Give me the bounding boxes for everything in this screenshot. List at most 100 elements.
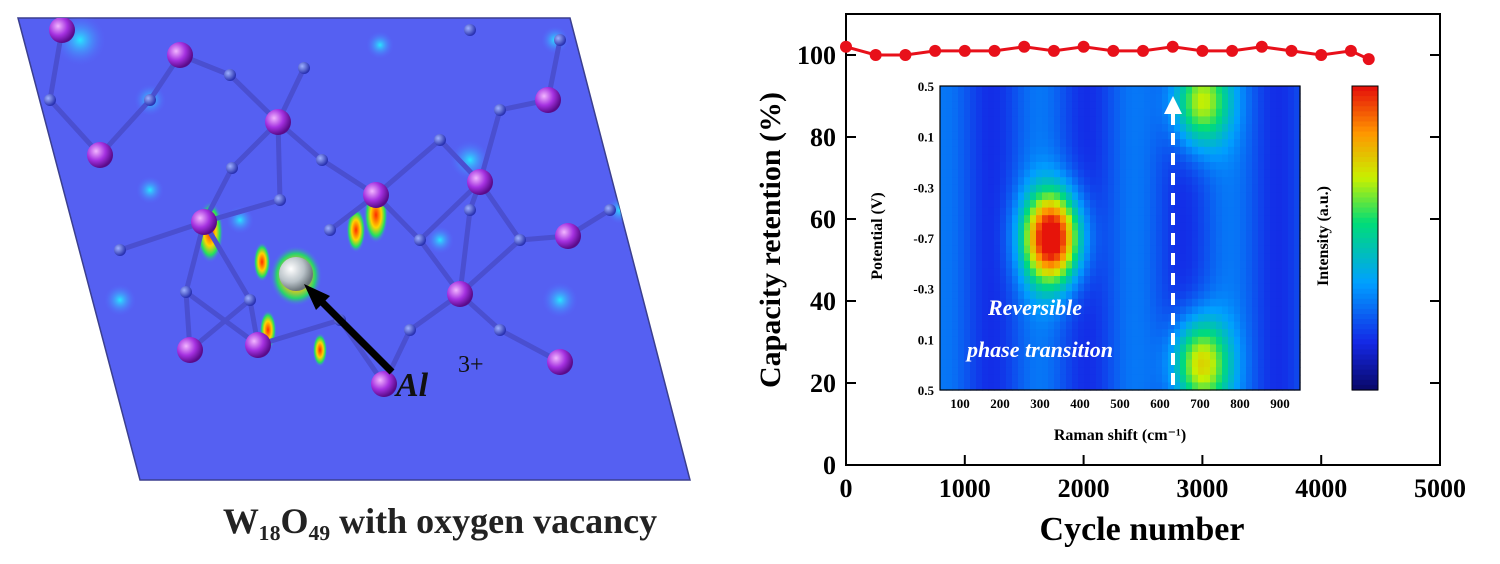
oxygen-atom — [298, 62, 310, 74]
heatmap-cell — [1018, 268, 1025, 277]
heatmap-cell — [1060, 359, 1067, 368]
heatmap-cell — [1036, 344, 1043, 353]
heatmap-cell — [1246, 336, 1253, 345]
heatmap-cell — [1210, 336, 1217, 345]
heatmap-cell — [1204, 200, 1211, 209]
y-tick-label: 80 — [810, 123, 836, 152]
heatmap-cell — [946, 314, 953, 323]
heatmap-cell — [1054, 108, 1061, 117]
heatmap-cell — [1084, 200, 1091, 209]
heatmap-cell — [1192, 276, 1199, 285]
heatmap-cell — [1132, 200, 1139, 209]
heatmap-cell — [1138, 382, 1145, 391]
heatmap-cell — [1252, 329, 1259, 338]
heatmap-cell — [1108, 359, 1115, 368]
heatmap-cell — [1102, 238, 1109, 247]
heatmap-cell — [952, 146, 959, 155]
heatmap-cell — [1138, 116, 1145, 125]
heatmap-cell — [1030, 116, 1037, 125]
heatmap-cell — [1228, 260, 1235, 269]
heatmap-y-tick-label: -0.7 — [913, 231, 934, 246]
heatmap-cell — [1294, 86, 1301, 95]
heatmap-cell — [1150, 336, 1157, 345]
heatmap-cell — [1132, 238, 1139, 247]
heatmap-cell — [946, 222, 953, 231]
colorbar-segment — [1352, 359, 1378, 366]
heatmap-cell — [1192, 291, 1199, 300]
heatmap-cell — [1120, 314, 1127, 323]
heatmap-cell — [1030, 245, 1037, 254]
heatmap-cell — [946, 86, 953, 95]
heatmap-cell — [1120, 359, 1127, 368]
heatmap-cell — [982, 336, 989, 345]
heatmap-cell — [1234, 298, 1241, 307]
heatmap-cell — [1138, 374, 1145, 383]
heatmap-y-tick-label: -0.3 — [913, 180, 934, 195]
heatmap-cell — [1120, 154, 1127, 163]
heatmap-cell — [1240, 253, 1247, 262]
heatmap-cell — [1066, 367, 1073, 376]
heatmap-cell — [1180, 329, 1187, 338]
heatmap-cell — [1024, 93, 1031, 102]
heatmap-cell — [1084, 367, 1091, 376]
heatmap-cell — [1024, 306, 1031, 315]
heatmap-cell — [1270, 154, 1277, 163]
heatmap-cell — [1084, 374, 1091, 383]
heatmap-cell — [994, 154, 1001, 163]
heatmap-cell — [1180, 116, 1187, 125]
heatmap-cell — [1150, 230, 1157, 239]
heatmap-cell — [1198, 230, 1205, 239]
heatmap-cell — [1252, 146, 1259, 155]
heatmap-cell — [1144, 298, 1151, 307]
heatmap-cell — [1282, 222, 1289, 231]
heatmap-cell — [1204, 192, 1211, 201]
heatmap-cell — [1264, 253, 1271, 262]
heatmap-cell — [1264, 169, 1271, 178]
heatmap-cell — [1078, 101, 1085, 110]
heatmap-cell — [1090, 230, 1097, 239]
heatmap-cell — [1210, 93, 1217, 102]
heatmap-cell — [1108, 230, 1115, 239]
colorbar-segment — [1352, 268, 1378, 275]
heatmap-cell — [1264, 154, 1271, 163]
heatmap-cell — [1120, 86, 1127, 95]
heatmap-cell — [1054, 184, 1061, 193]
heatmap-cell — [1270, 283, 1277, 292]
heatmap-cell — [1000, 108, 1007, 117]
heatmap-cell — [988, 374, 995, 383]
heatmap-cell — [1090, 253, 1097, 262]
heatmap-cell — [1240, 283, 1247, 292]
heatmap-cell — [1162, 245, 1169, 254]
heatmap-cell — [1276, 169, 1283, 178]
heatmap-cell — [1108, 374, 1115, 383]
heatmap-cell — [1060, 177, 1067, 186]
heatmap-cell — [1114, 124, 1121, 133]
heatmap-cell — [1066, 93, 1073, 102]
heatmap-cell — [994, 116, 1001, 125]
heatmap-cell — [1276, 291, 1283, 300]
heatmap-cell — [976, 291, 983, 300]
heatmap-cell — [1252, 222, 1259, 231]
heatmap-cell — [1198, 367, 1205, 376]
heatmap-cell — [1132, 329, 1139, 338]
heatmap-cell — [1216, 276, 1223, 285]
heatmap-cell — [1108, 276, 1115, 285]
heatmap-cell — [1108, 139, 1115, 148]
heatmap-cell — [1270, 344, 1277, 353]
heatmap-cell — [1228, 359, 1235, 368]
heatmap-cell — [976, 314, 983, 323]
heatmap-cell — [1060, 374, 1067, 383]
heatmap-cell — [1084, 260, 1091, 269]
heatmap-cell — [1240, 268, 1247, 277]
heatmap-y-tick-label: 0.5 — [918, 383, 935, 398]
heatmap-cell — [1084, 154, 1091, 163]
heatmap-cell — [1108, 336, 1115, 345]
heatmap-cell — [988, 238, 995, 247]
heatmap-cell — [1288, 291, 1295, 300]
heatmap-cell — [1036, 108, 1043, 117]
heatmap-cell — [1210, 352, 1217, 361]
heatmap-cell — [1246, 359, 1253, 368]
heatmap-cell — [1156, 253, 1163, 262]
heatmap-cell — [1204, 268, 1211, 277]
